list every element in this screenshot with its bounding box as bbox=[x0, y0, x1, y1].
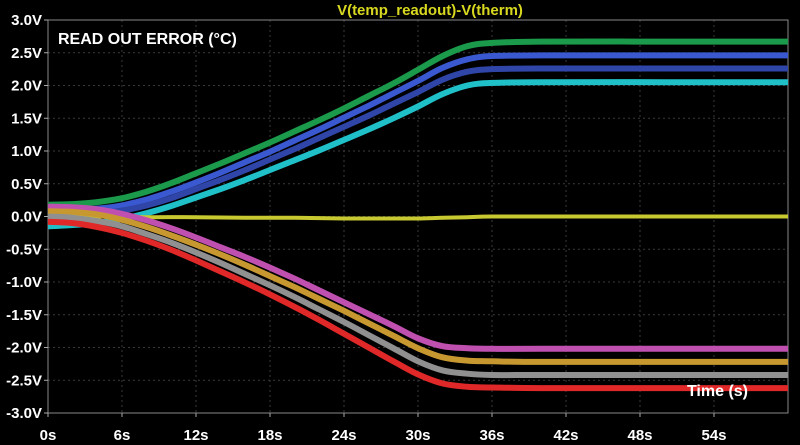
y-tick-label: 1.5V bbox=[11, 110, 42, 127]
y-tick-label: -2.0V bbox=[6, 340, 42, 357]
y-tick-label: -1.0V bbox=[6, 274, 42, 291]
y-tick-label: 0.5V bbox=[11, 176, 42, 193]
x-tick-label: 36s bbox=[479, 427, 504, 444]
y-tick-label: -2.5V bbox=[6, 372, 42, 389]
y-tick-label: 3.0V bbox=[11, 12, 42, 29]
x-tick-label: 30s bbox=[405, 427, 430, 444]
series-line-6 bbox=[47, 203, 788, 352]
annotation-time-label: Time (s) bbox=[687, 383, 748, 400]
series-line-9 bbox=[47, 218, 788, 392]
x-tick-label: 18s bbox=[257, 427, 282, 444]
chart-title: V(temp_readout)-V(therm) bbox=[337, 2, 523, 19]
x-tick-label: 48s bbox=[627, 427, 652, 444]
x-tick-label: 0s bbox=[40, 427, 57, 444]
y-tick-label: -3.0V bbox=[6, 405, 42, 422]
y-tick-label: -0.5V bbox=[6, 241, 42, 258]
y-tick-label: -1.5V bbox=[6, 307, 42, 324]
x-tick-label: 6s bbox=[114, 427, 131, 444]
annotation-read-out-error: READ OUT ERROR (°C) bbox=[58, 31, 237, 48]
y-axis-ticks: 3.0V 2.5V 2.0V 1.5V 1.0V 0.5V 0.0V -0.5V -1.0V -1… bbox=[6, 12, 48, 422]
x-tick-label: 54s bbox=[701, 427, 726, 444]
x-tick-label: 42s bbox=[553, 427, 578, 444]
y-tick-label: 2.5V bbox=[11, 45, 42, 62]
series-line-2 bbox=[47, 52, 788, 214]
x-axis-ticks: 0s 6s 12s 18s 24s 30s 36s 42s 48s 54s bbox=[40, 413, 727, 444]
series-line-7 bbox=[47, 208, 788, 365]
y-tick-label: 1.0V bbox=[11, 143, 42, 160]
series-line-8 bbox=[47, 213, 788, 379]
y-tick-label: 0.0V bbox=[11, 209, 42, 226]
series-line-5 bbox=[47, 214, 788, 221]
series-layer bbox=[47, 38, 789, 392]
series-line-1 bbox=[47, 38, 788, 208]
series-line-3 bbox=[47, 65, 788, 219]
y-tick-label: 2.0V bbox=[11, 78, 42, 95]
x-tick-label: 24s bbox=[331, 427, 356, 444]
x-tick-label: 12s bbox=[183, 427, 208, 444]
